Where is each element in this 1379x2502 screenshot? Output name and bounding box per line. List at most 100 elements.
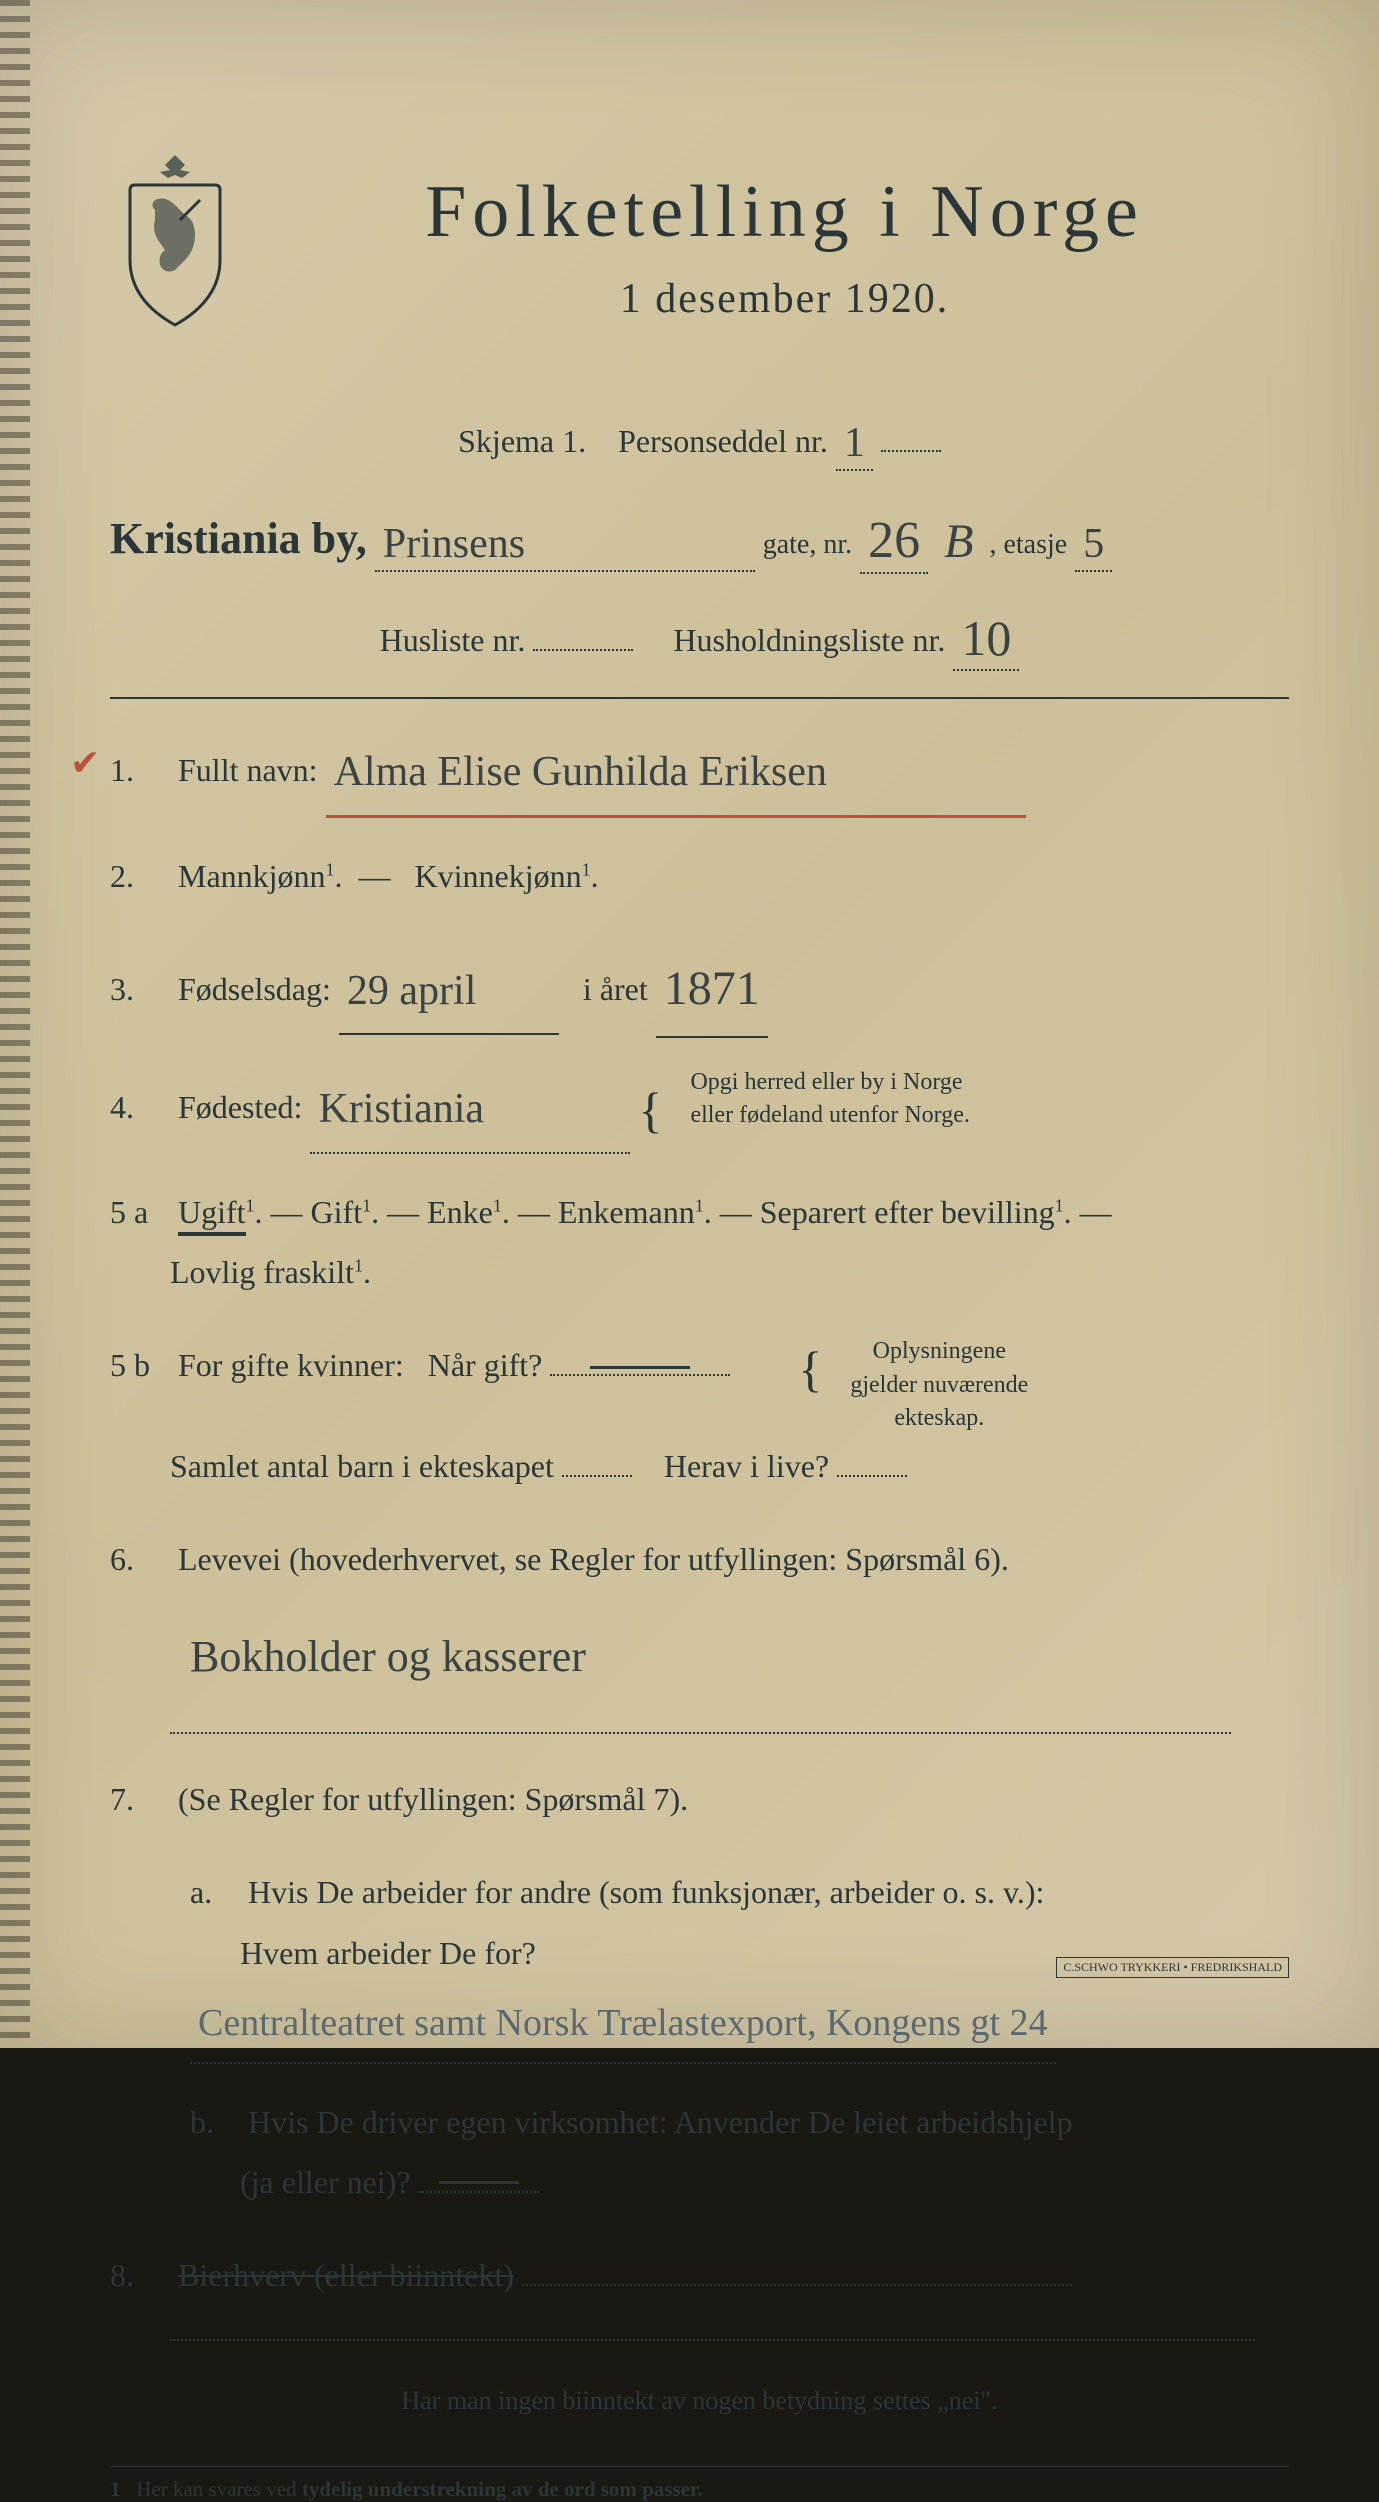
question-5a: 5 a Ugift1. — Gift1. — Enke1. — Enkemann… (110, 1182, 1289, 1304)
question-6: 6. Levevei (hovederhvervet, se Regler fo… (110, 1529, 1289, 1590)
husholdning-label: Husholdningsliste nr. (673, 622, 945, 658)
enke: Enke (427, 1194, 493, 1230)
dash-mark (590, 1366, 690, 1369)
personseddel-nr: 1 (836, 419, 873, 471)
q1-label: Fullt navn: (178, 752, 318, 788)
enkemann: Enkemann (558, 1194, 695, 1230)
footnote: 1 Her kan svares ved tydelig understrekn… (110, 2466, 1289, 2502)
birth-year: 1871 (656, 943, 768, 1038)
q4-num: 4. (110, 1077, 170, 1138)
q6-num: 6. (110, 1529, 170, 1590)
husliste-line: Husliste nr. Husholdningsliste nr. 10 (110, 605, 1289, 667)
q2-num: 2. (110, 846, 170, 907)
ugift: Ugift (178, 1194, 246, 1236)
header: Folketelling i Norge 1 desember 1920. (110, 170, 1289, 335)
printer-mark: C.SCHWO TRYKKERI • FREDRIKSHALD (1056, 1957, 1289, 1978)
husliste-blank (533, 649, 633, 651)
etasje: 5 (1075, 520, 1112, 572)
bottom-note: Har man ingen biinntekt av nogen betydni… (110, 2386, 1289, 2416)
occupation: Bokholder og kasserer (110, 1622, 1289, 1692)
etasje-label: , etasje (989, 529, 1067, 561)
q2-male: Mannkjønn (178, 858, 326, 894)
q5a-num: 5 a (110, 1182, 170, 1243)
q2-female: Kvinnekjønn (415, 858, 582, 894)
city-prefix: Kristiania by, (110, 513, 367, 564)
naar-gift-label: Når gift? (428, 1347, 543, 1383)
q7a-num: a. (190, 1862, 240, 1923)
husliste-label: Husliste nr. (380, 622, 526, 658)
naar-gift-blank (550, 1374, 730, 1376)
q7-label: (Se Regler for utfyllingen: Spørsmål 7). (178, 1781, 688, 1817)
census-date: 1 desember 1920. (280, 275, 1289, 323)
separert: Separert efter bevilling (760, 1194, 1055, 1230)
q5b-note1: Oplysningene (873, 1338, 1006, 1364)
dash-mark (439, 2181, 519, 2184)
q6-label: Levevei (hovederhvervet, se Regler for u… (178, 1541, 1009, 1577)
q6-blank-line (170, 1732, 1231, 1734)
question-4: 4. Fødested: Kristiania { Opgi herred el… (110, 1066, 1289, 1150)
footnote-text: Her kan svares ved tydelig understreknin… (136, 2477, 702, 2501)
q7b-num: b. (190, 2092, 240, 2153)
question-8: 8. Bierhverv (eller biinntekt) (110, 2245, 1289, 2306)
q8-blank-line (170, 2339, 1255, 2341)
gate-nr: 26 (860, 511, 928, 574)
q5b-note3: ekteskap. (894, 1405, 984, 1431)
fraskilt: Lovlig fraskilt (110, 1254, 354, 1290)
question-1: ✔ 1. Fullt navn: Alma Elise Gunhilda Eri… (110, 729, 1289, 814)
q1-num: 1. (110, 740, 170, 801)
divider (110, 697, 1289, 699)
q8-label: Bierhverv (eller biinntekt) (178, 2257, 514, 2293)
herav-label: Herav i live? (664, 1448, 829, 1484)
red-tick-icon: ✔ (70, 729, 100, 797)
form-body: Skjema 1. Personseddel nr. 1 Kristiania … (110, 415, 1289, 2502)
q3-num: 3. (110, 959, 170, 1020)
street-name: Prinsens (375, 520, 755, 572)
census-form-page: Folketelling i Norge 1 desember 1920. Sk… (0, 0, 1379, 2048)
birthplace: Kristiania (310, 1070, 630, 1154)
q7a-label1: Hvis De arbeider for andre (som funksjon… (248, 1874, 1044, 1910)
question-3: 3. Fødselsdag: 29 april i året 1871 (110, 939, 1289, 1034)
q5b-note: Oplysningene gjelder nuværende ekteskap. (850, 1335, 1028, 1436)
q7b-label2: (ja eller nei)? (190, 2164, 411, 2200)
q8-num: 8. (110, 2245, 170, 2306)
bracket-icon: { (798, 1344, 822, 1394)
blank (881, 450, 941, 452)
skjema-label: Skjema 1. (458, 423, 586, 459)
question-7b: b. Hvis De driver egen virksomhet: Anven… (110, 2092, 1289, 2214)
birth-day: 29 april (339, 952, 559, 1036)
personseddel-label: Personseddel nr. (618, 423, 828, 459)
q5b-num: 5 b (110, 1335, 170, 1396)
barn-label: Samlet antal barn i ekteskapet (110, 1448, 554, 1484)
left-perforation (0, 0, 30, 2048)
main-title: Folketelling i Norge (280, 170, 1289, 255)
barn-blank (562, 1475, 632, 1477)
question-2: 2. Mannkjønn1. — Kvinnekjønn1. (110, 846, 1289, 907)
skjema-line: Skjema 1. Personseddel nr. 1 (110, 415, 1289, 467)
coat-of-arms-icon (110, 150, 240, 335)
gate-label: gate, nr. (763, 529, 852, 561)
title-block: Folketelling i Norge 1 desember 1920. (280, 170, 1289, 323)
q4-note2: eller fødeland utenfor Norge. (690, 1102, 969, 1128)
question-7: 7. (Se Regler for utfyllingen: Spørsmål … (110, 1769, 1289, 1830)
gift: Gift (311, 1194, 363, 1230)
q4-note1: Opgi herred eller by i Norge (690, 1069, 962, 1095)
q4-label: Fødested: (178, 1089, 302, 1125)
herav-blank (837, 1475, 907, 1477)
question-5b: 5 b For gifte kvinner: Når gift? { Oplys… (110, 1335, 1289, 1497)
q4-note: Opgi herred eller by i Norge eller fødel… (690, 1066, 969, 1133)
q7a-label2: Hvem arbeider De for? (190, 1935, 536, 1971)
q5b-label: For gifte kvinner: (178, 1347, 404, 1383)
gate-suffix: B (936, 514, 981, 569)
q7-num: 7. (110, 1769, 170, 1830)
bracket-icon: { (638, 1085, 662, 1135)
full-name: Alma Elise Gunhilda Eriksen (326, 733, 1026, 818)
q7b-label1: Hvis De driver egen virksomhet: Anvender… (248, 2104, 1073, 2140)
q7b-blank (419, 2191, 539, 2193)
husholdning-nr: 10 (953, 609, 1019, 671)
q5b-note2: gjelder nuværende (850, 1372, 1028, 1398)
employer: Centralteatret samt Norsk Trælastexport,… (190, 1987, 1056, 2063)
q3-label: Fødselsdag: (178, 971, 331, 1007)
q8-blank (522, 2284, 1072, 2286)
city-line: Kristiania by, Prinsens gate, nr. 26 B ,… (110, 507, 1289, 570)
q3-year-label: i året (583, 971, 648, 1007)
